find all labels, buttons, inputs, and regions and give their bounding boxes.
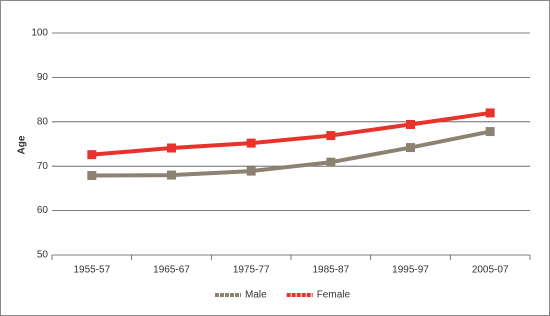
marker	[246, 138, 256, 148]
x-tick-label: 1985-87	[312, 265, 349, 276]
marker	[87, 150, 97, 160]
x-tick-label: 1995-97	[392, 265, 429, 276]
y-tick-label: 70	[37, 161, 49, 172]
marker	[326, 131, 336, 141]
y-tick-label: 80	[37, 116, 49, 127]
y-tick-label: 100	[31, 28, 48, 39]
marker	[326, 157, 336, 167]
marker	[485, 127, 495, 137]
marker	[167, 170, 176, 180]
series-line	[91, 110, 491, 157]
y-tick-label: 50	[37, 250, 49, 261]
x-tick-label: 1975-77	[233, 265, 270, 276]
x-tick-label: 2005-07	[472, 265, 509, 276]
y-tick-label: 90	[37, 72, 49, 83]
legend-label: Male	[245, 290, 267, 301]
legend-label: Female	[317, 290, 351, 301]
marker	[87, 171, 97, 181]
marker	[167, 143, 176, 153]
y-tick-label: 60	[37, 205, 49, 216]
marker	[485, 108, 495, 118]
series-line	[91, 129, 491, 178]
y-axis-label: Age	[17, 135, 28, 154]
marker	[246, 166, 256, 176]
x-tick-label: 1955-57	[73, 265, 110, 276]
marker	[406, 143, 415, 153]
x-tick-label: 1965-67	[153, 265, 190, 276]
marker	[406, 119, 415, 129]
